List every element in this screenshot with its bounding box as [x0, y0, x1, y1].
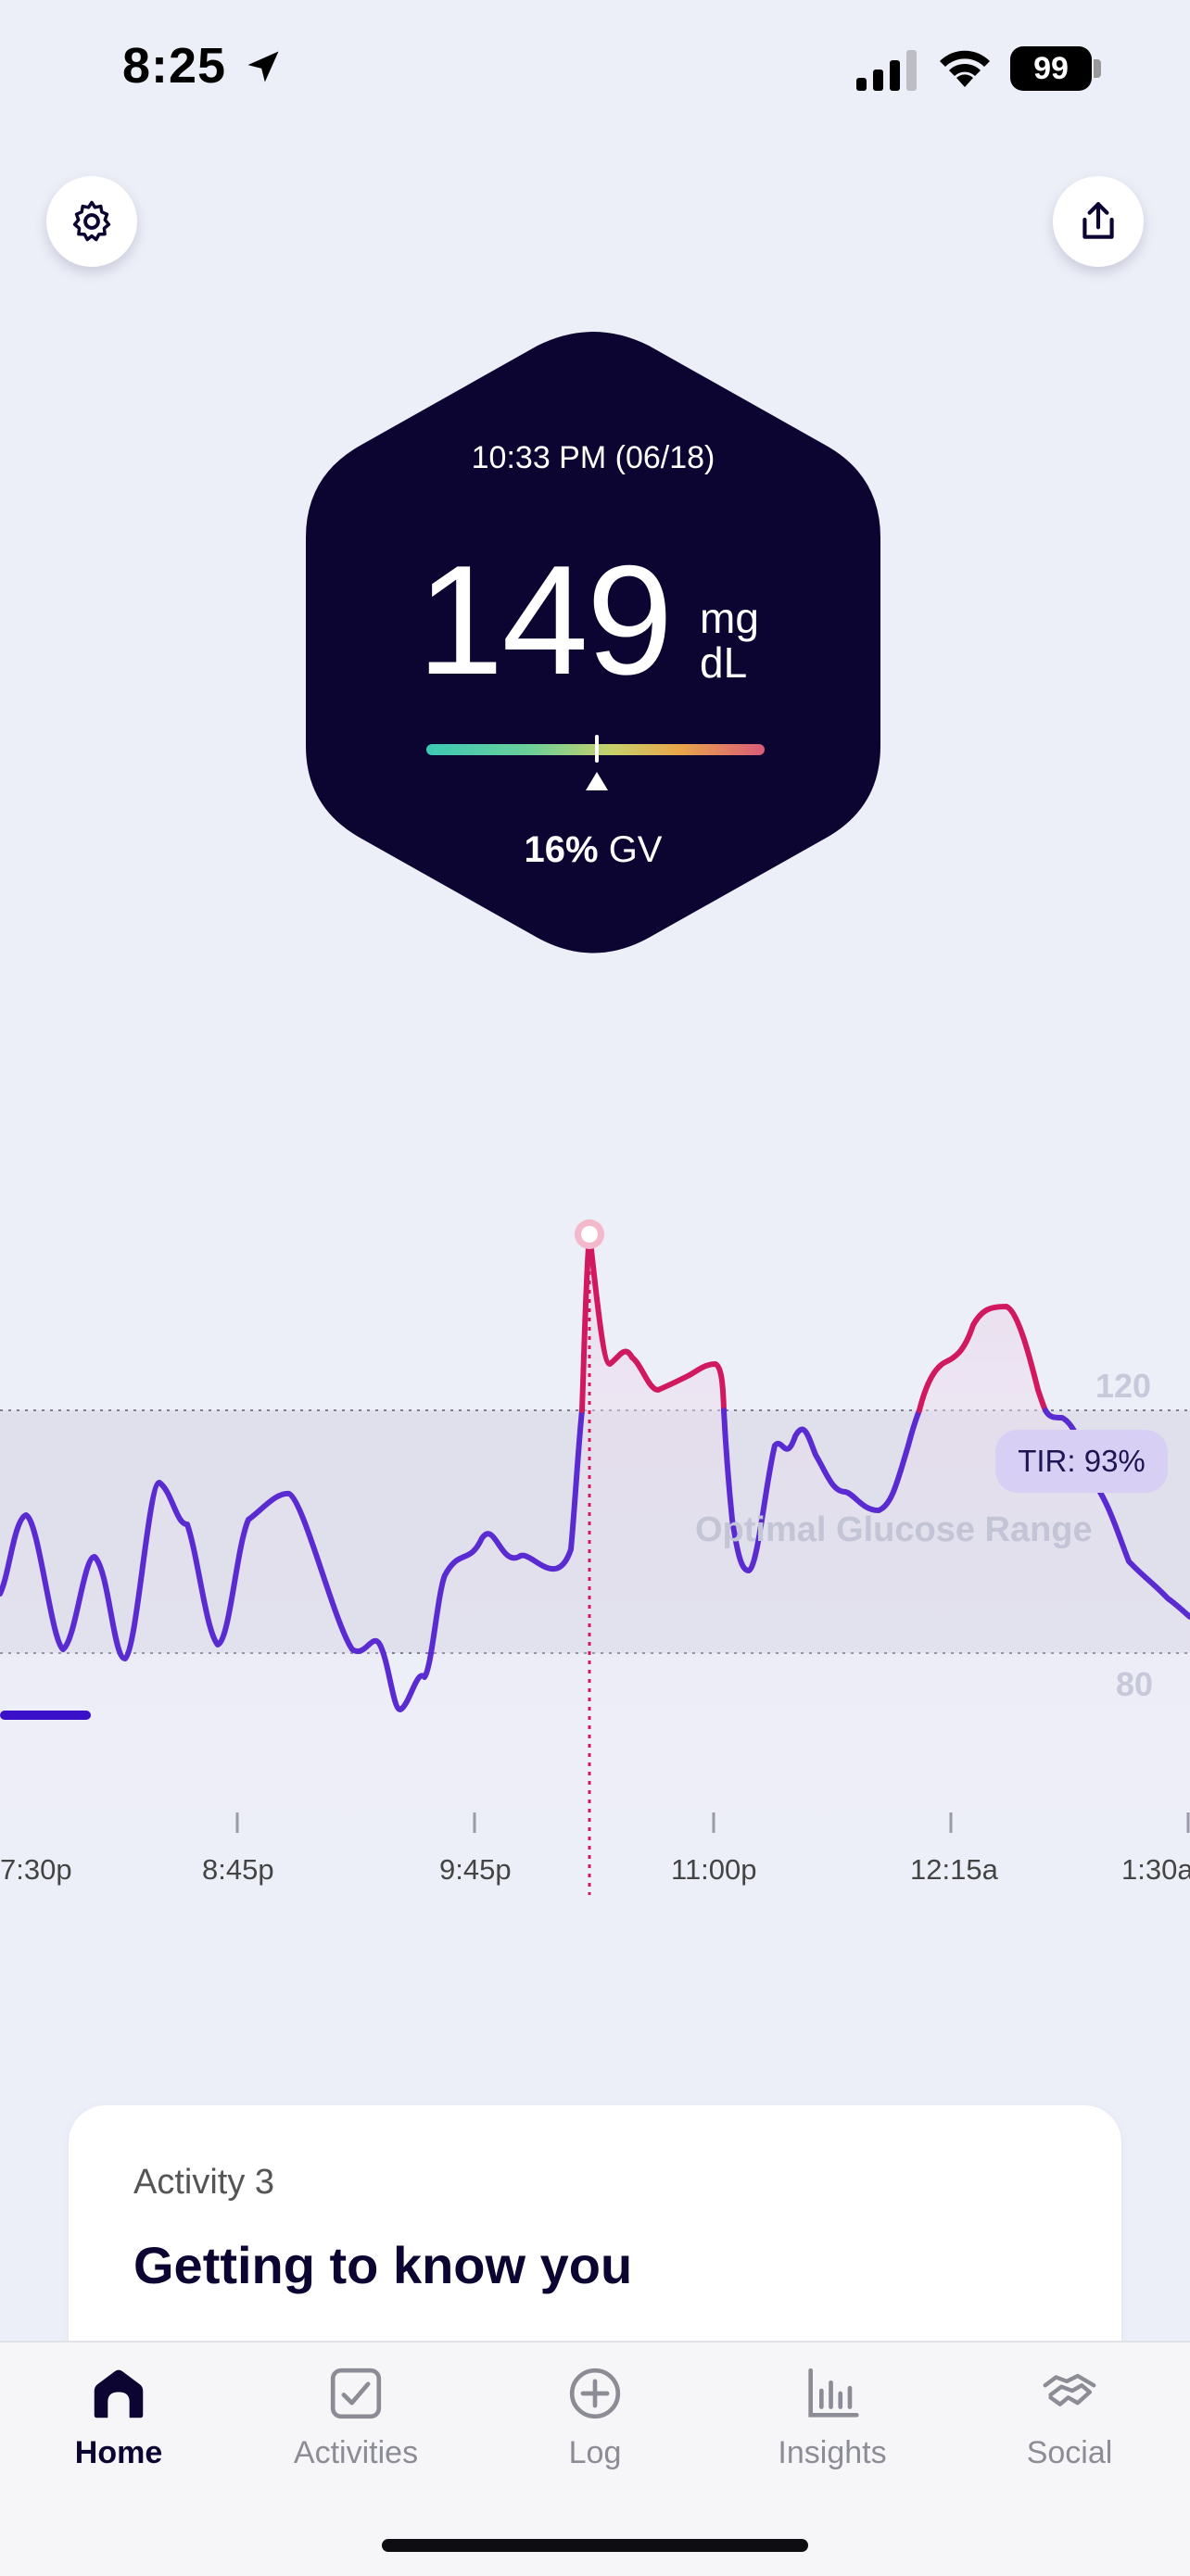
share-icon [1082, 202, 1114, 239]
x-tick-label: 11:00p [671, 1853, 757, 1886]
tab-log[interactable]: Log [502, 2361, 688, 2471]
x-tick-label: 7:30p [0, 1853, 72, 1886]
battery-level: 99 [1010, 46, 1092, 91]
x-tick-label: 1:30a [1121, 1853, 1190, 1886]
battery-indicator: 99 [1010, 46, 1103, 91]
glucose-reading-hexagon: 10:33 PM (06/18) 149 mg dL 16% GV [306, 329, 880, 954]
legend-bar [0, 1711, 91, 1720]
status-time: 8:25 [122, 38, 227, 94]
selected-point[interactable] [581, 1226, 598, 1243]
gear-icon [72, 200, 111, 242]
optimal-range-caption: Optimal Glucose Range [695, 1510, 1093, 1549]
checkbox-icon [330, 2368, 382, 2419]
glucose-value: 149 [417, 533, 673, 707]
tab-bar: Home Activities Log Insights Social [0, 2341, 1190, 2576]
time-in-range-badge: TIR: 93% [995, 1430, 1168, 1493]
home-icon [94, 2369, 144, 2418]
gv-label: GV [608, 829, 663, 870]
x-tick-label: 9:45p [439, 1853, 512, 1886]
reading-timestamp: 10:33 PM (06/18) [471, 440, 715, 475]
activity-subtitle: Activity 3 [133, 2163, 275, 2202]
activity-title: Getting to know you [133, 2236, 633, 2294]
unit-mg: mg [700, 594, 759, 642]
x-tick-label: 12:15a [910, 1853, 998, 1886]
lower-threshold-label: 80 [1116, 1665, 1154, 1703]
battery-tip [1094, 59, 1101, 78]
tab-insights[interactable]: Insights [740, 2361, 925, 2471]
tab-log-label: Log [568, 2435, 622, 2470]
glucose-line-segment [0, 1408, 585, 1712]
hexagon-shape [306, 332, 880, 953]
share-button[interactable] [1053, 176, 1144, 267]
handshake-icon [1043, 2373, 1096, 2406]
tab-home-label: Home [74, 2435, 163, 2470]
glucose-chart[interactable]: 120 80 Optimal Glucose Range TIR: 93% 7:… [0, 1205, 1190, 1909]
status-bar: 8:25 99 [0, 0, 1190, 139]
glucose-chart-svg [0, 1219, 1190, 1909]
glucose-line-segment [1043, 1408, 1190, 1620]
plus-circle-icon [569, 2368, 621, 2419]
tab-insights-label: Insights [778, 2435, 887, 2470]
gv-value: 16% [524, 829, 599, 870]
unit-dl: dL [700, 638, 748, 687]
tab-social-label: Social [1026, 2435, 1113, 2470]
glucose-high-segment [579, 1231, 727, 1413]
glucose-high-segment [917, 1304, 1048, 1413]
location-arrow-icon [247, 51, 279, 82]
tab-social[interactable]: Social [977, 2361, 1162, 2471]
wifi-icon [940, 50, 990, 87]
home-indicator [382, 2539, 808, 2552]
glucose-line-segment [721, 1408, 922, 1573]
upper-threshold-label: 120 [1095, 1367, 1152, 1405]
bar-chart-icon [808, 2368, 859, 2418]
range-marker [595, 735, 599, 763]
tab-activities-label: Activities [293, 2435, 419, 2470]
tab-home[interactable]: Home [26, 2361, 211, 2471]
glucose-variability: 16% GV [306, 829, 880, 871]
range-pointer-icon [586, 772, 608, 790]
settings-button[interactable] [46, 176, 137, 267]
x-tick-label: 8:45p [202, 1853, 274, 1886]
cellular-signal-icon [856, 50, 917, 91]
tab-activities[interactable]: Activities [263, 2361, 449, 2471]
glucose-area [0, 1234, 1190, 1909]
